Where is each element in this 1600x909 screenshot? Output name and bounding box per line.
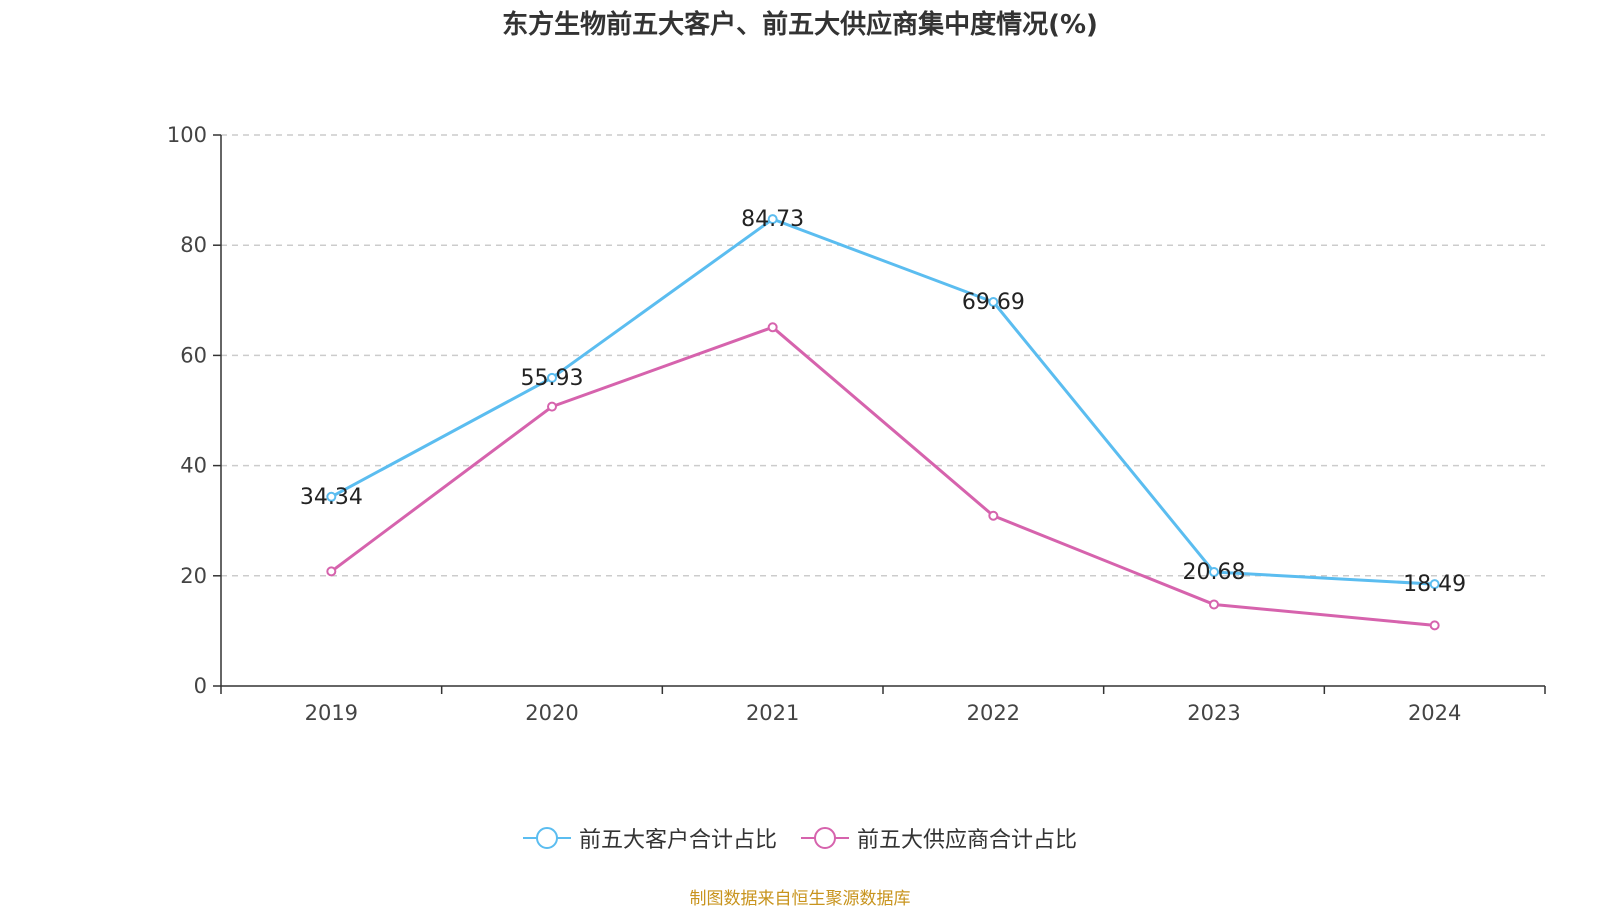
data-point-1 [767,322,778,333]
data-point-0 [1429,579,1440,590]
y-tick-label: 0 [194,674,207,698]
data-point-1 [326,566,337,577]
series-line-1 [330,325,1435,627]
data-label: 84.73 [741,207,804,232]
data-label: 20.68 [1183,560,1246,585]
data-label: 34.34 [300,485,363,510]
data-label: 18.49 [1403,572,1466,597]
axes: 0 20 40 60 80 100 2019 2020 2021 2022 2023 2024 [167,123,1546,725]
data-label: 55.93 [521,366,584,391]
grid-lines [221,134,1545,577]
data-point-0 [1209,567,1219,578]
data-point-0 [326,491,337,502]
x-tick-label: 2021 [746,701,799,725]
x-tick-label: 2020 [525,701,578,725]
x-tick-label: 2019 [305,701,358,725]
y-tick-label: 40 [180,454,207,478]
y-tick-label: 80 [180,233,207,257]
data-point-1 [1429,620,1440,631]
source-note: 制图数据来自恒生聚源数据库 [689,889,911,909]
legend-item-customers[interactable]: 前五大客户合计占比 [522,822,777,854]
x-tick-label: 2022 [967,701,1020,725]
legend-marker-customers-icon [522,827,571,849]
chart-title: 东方生物前五大客户、前五大供应商集中度情况(%) [502,10,1098,40]
legend-marker-suppliers-icon [801,827,849,849]
y-tick-label: 20 [180,564,207,588]
data-point-1 [1209,599,1219,610]
data-label: 69.69 [962,290,1025,315]
data-point-0 [767,214,778,225]
data-point-1 [988,510,999,521]
legend: 前五大客户合计占比 前五大供应商合计占比 [0,822,1600,854]
data-labels: 34.34 55.93 84.73 69.69 20.68 18.49 [300,207,1466,597]
x-tick-label: 2023 [1187,701,1240,725]
data-point-1 [547,401,557,412]
series-line-0 [330,217,1435,586]
data-point-0 [988,297,999,308]
y-tick-label: 100 [167,123,207,147]
legend-label-suppliers: 前五大供应商合计占比 [857,828,1078,853]
legend-label-customers: 前五大客户合计占比 [578,828,777,853]
data-point-0 [547,372,557,383]
series-lines [326,214,1440,631]
x-tick-label: 2024 [1408,701,1461,725]
legend-item-suppliers[interactable]: 前五大供应商合计占比 [801,822,1077,854]
y-tick-label: 60 [180,343,207,367]
